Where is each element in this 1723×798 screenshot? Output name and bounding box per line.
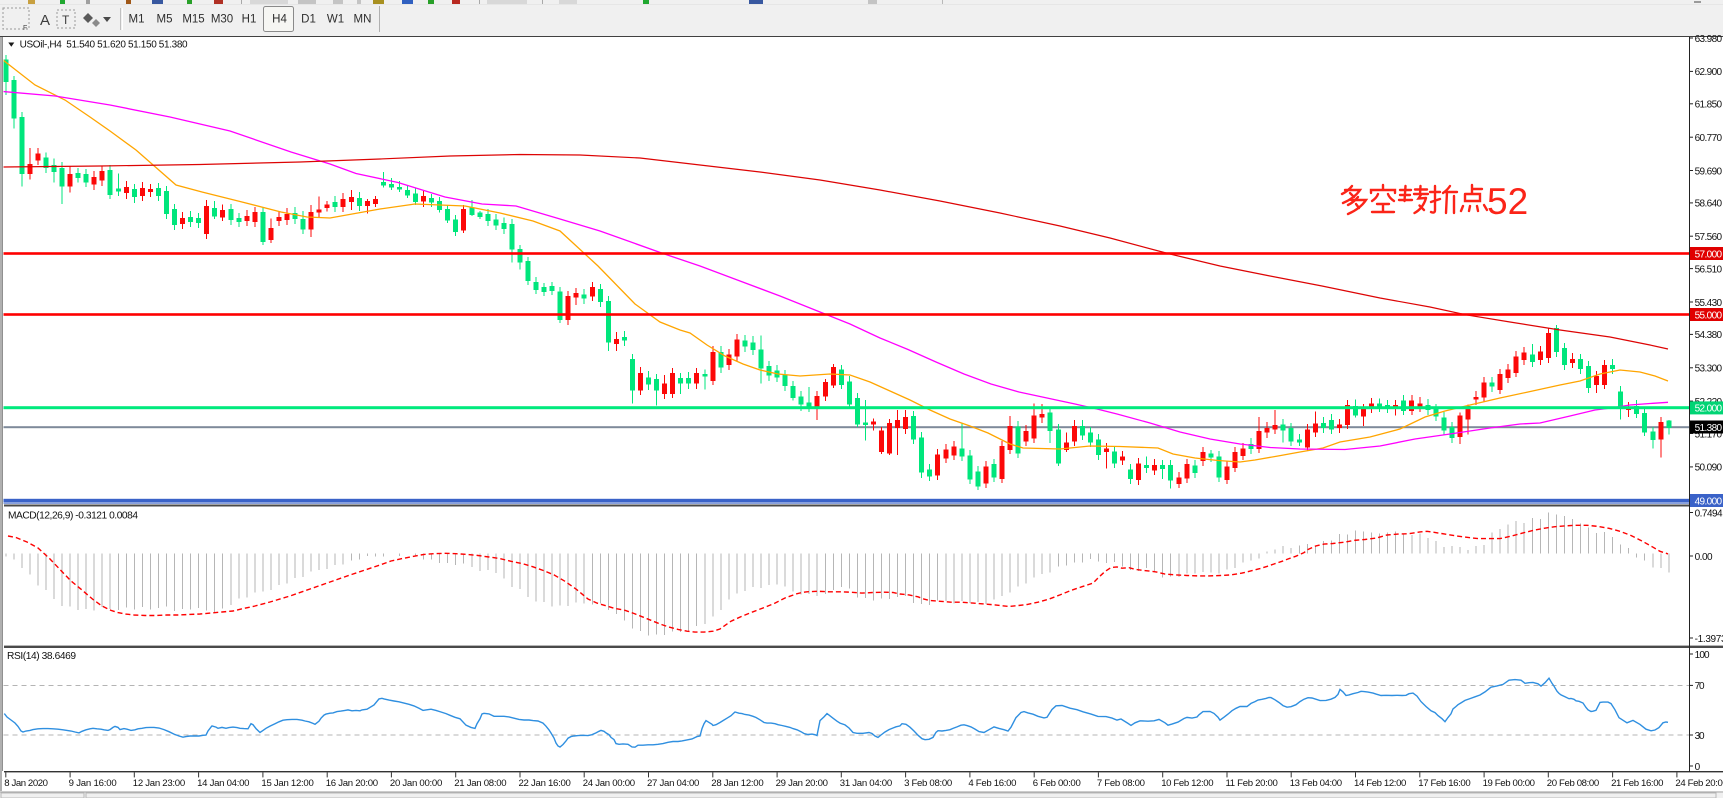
svg-text:12 Jan 23:00: 12 Jan 23:00: [133, 778, 185, 789]
svg-text:D1: D1: [301, 14, 316, 26]
svg-text:0.7494: 0.7494: [1695, 508, 1723, 519]
svg-text:55.000: 55.000: [1695, 310, 1723, 321]
svg-text:0.00: 0.00: [1695, 552, 1713, 563]
svg-text:63.980: 63.980: [1695, 34, 1723, 45]
svg-text:15 Jan 12:00: 15 Jan 12:00: [261, 778, 313, 789]
svg-text:57.560: 57.560: [1695, 232, 1723, 243]
svg-text:10 Feb 12:00: 10 Feb 12:00: [1161, 778, 1213, 789]
svg-text:F: F: [23, 25, 27, 32]
svg-text:W1: W1: [327, 14, 344, 26]
svg-text:57.000: 57.000: [1695, 249, 1723, 260]
svg-text:51.380: 51.380: [1695, 423, 1723, 434]
svg-text:52.000: 52.000: [1695, 404, 1723, 415]
svg-text:3 Feb 08:00: 3 Feb 08:00: [904, 778, 952, 789]
svg-text:29 Jan 20:00: 29 Jan 20:00: [776, 778, 828, 789]
svg-text:M5: M5: [157, 14, 173, 26]
svg-text:59.690: 59.690: [1695, 166, 1723, 177]
svg-text:8 Jan 2020: 8 Jan 2020: [4, 778, 48, 789]
svg-text:70: 70: [1695, 681, 1705, 692]
svg-text:49.000: 49.000: [1695, 496, 1723, 507]
svg-text:-1.3973: -1.3973: [1695, 634, 1723, 645]
svg-text:6 Feb 00:00: 6 Feb 00:00: [1033, 778, 1081, 789]
svg-text:60.770: 60.770: [1695, 133, 1723, 144]
svg-text:4 Feb 16:00: 4 Feb 16:00: [968, 778, 1016, 789]
svg-text:52: 52: [1487, 181, 1528, 222]
svg-text:55.430: 55.430: [1695, 298, 1723, 309]
svg-text:14 Jan 04:00: 14 Jan 04:00: [197, 778, 249, 789]
svg-text:31 Jan 04:00: 31 Jan 04:00: [840, 778, 892, 789]
svg-text:A: A: [40, 12, 50, 29]
svg-text:13 Feb 04:00: 13 Feb 04:00: [1290, 778, 1342, 789]
svg-text:24 Feb 20:00: 24 Feb 20:00: [1675, 778, 1723, 789]
svg-text:58.640: 58.640: [1695, 199, 1723, 210]
svg-text:USOil-,H4 51.540 51.620 51.15: USOil-,H4 51.540 51.620 51.150 51.380: [20, 40, 188, 51]
svg-text:28 Jan 12:00: 28 Jan 12:00: [711, 778, 763, 789]
svg-text:T: T: [62, 13, 70, 27]
svg-text:11 Feb 20:00: 11 Feb 20:00: [1226, 778, 1278, 789]
svg-text:62.900: 62.900: [1695, 67, 1723, 78]
svg-text:M1: M1: [129, 14, 145, 26]
svg-text:19 Feb 00:00: 19 Feb 00:00: [1483, 778, 1535, 789]
svg-text:20 Feb 08:00: 20 Feb 08:00: [1547, 778, 1599, 789]
svg-text:27 Jan 04:00: 27 Jan 04:00: [647, 778, 699, 789]
svg-text:22 Jan 16:00: 22 Jan 16:00: [519, 778, 571, 789]
svg-text:14 Feb 12:00: 14 Feb 12:00: [1354, 778, 1406, 789]
svg-text:21 Jan 08:00: 21 Jan 08:00: [454, 778, 506, 789]
svg-text:MN: MN: [354, 14, 372, 26]
svg-text:21 Feb 16:00: 21 Feb 16:00: [1611, 778, 1663, 789]
svg-text:17 Feb 16:00: 17 Feb 16:00: [1418, 778, 1470, 789]
svg-text:61.850: 61.850: [1695, 100, 1723, 111]
svg-text:53.300: 53.300: [1695, 364, 1723, 375]
svg-text:H4: H4: [272, 14, 287, 26]
svg-text:16 Jan 20:00: 16 Jan 20:00: [326, 778, 378, 789]
svg-text:51.170: 51.170: [1695, 429, 1723, 440]
svg-text:MACD(12,26,9) -0.3121 0.0084: MACD(12,26,9) -0.3121 0.0084: [8, 511, 138, 522]
svg-text:9 Jan 16:00: 9 Jan 16:00: [69, 778, 117, 789]
svg-text:100: 100: [1695, 650, 1710, 661]
svg-text:RSI(14) 38.6469: RSI(14) 38.6469: [7, 651, 76, 662]
svg-text:30: 30: [1695, 731, 1705, 742]
svg-text:7 Feb 08:00: 7 Feb 08:00: [1097, 778, 1145, 789]
svg-text:H1: H1: [242, 14, 257, 26]
svg-text:M15: M15: [182, 14, 204, 26]
svg-text:24 Jan 00:00: 24 Jan 00:00: [583, 778, 635, 789]
svg-text:56.510: 56.510: [1695, 264, 1723, 275]
svg-text:0: 0: [1695, 762, 1701, 773]
svg-text:M30: M30: [211, 14, 233, 26]
svg-text:20 Jan 00:00: 20 Jan 00:00: [390, 778, 442, 789]
svg-text:50.090: 50.090: [1695, 463, 1723, 474]
svg-text:54.380: 54.380: [1695, 330, 1723, 341]
